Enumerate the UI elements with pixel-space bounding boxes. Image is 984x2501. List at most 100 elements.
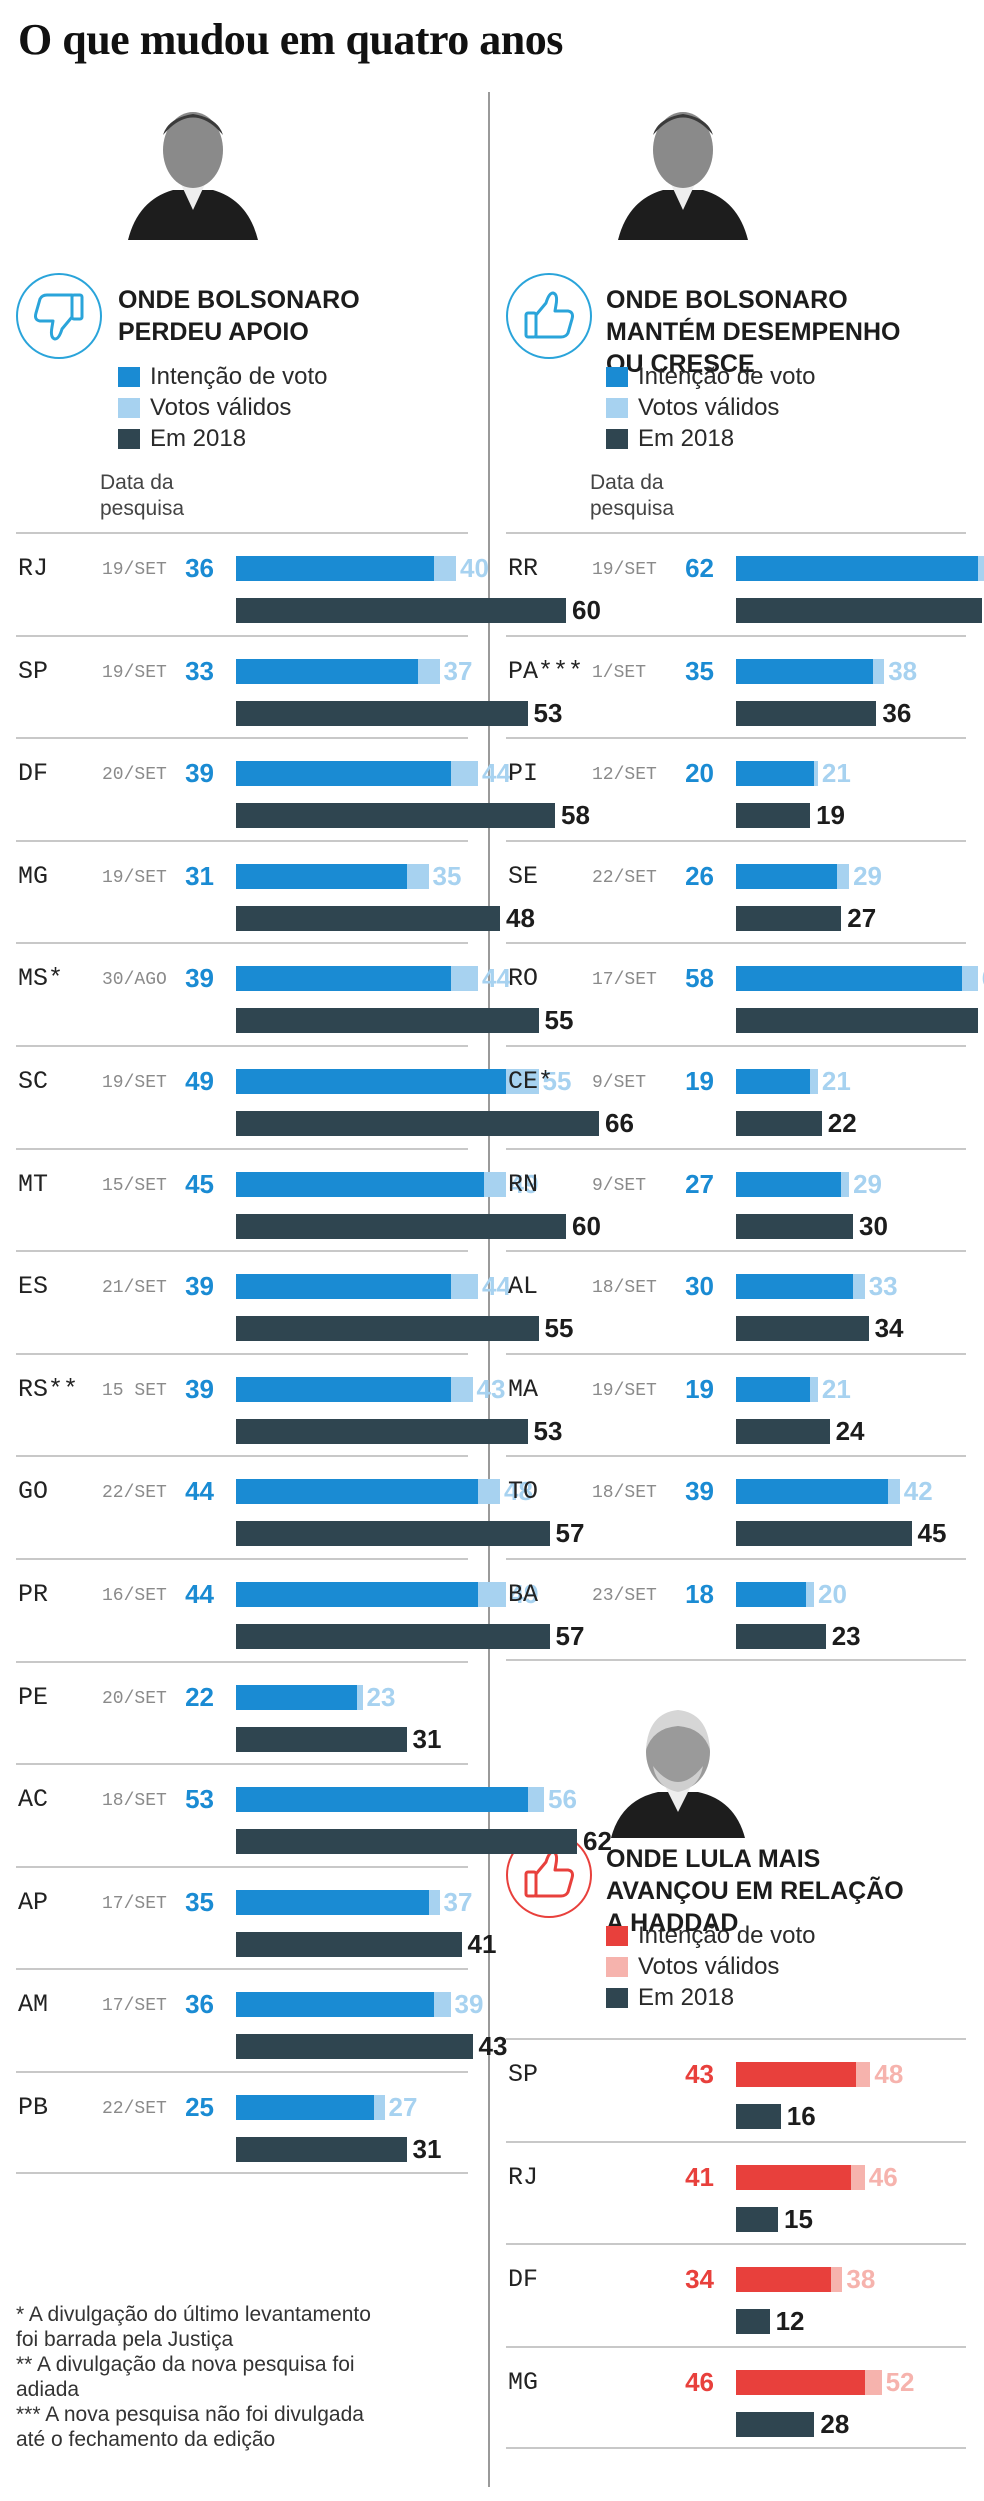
legend-swatch: [606, 428, 628, 449]
state-label: AM: [18, 1990, 49, 2020]
vote-2018-bar: [736, 1521, 912, 1547]
table-row: SE 22/SET 26 29 27: [506, 839, 966, 943]
vote-2018-bar: [236, 1624, 550, 1649]
state-label: MA: [508, 1374, 539, 1404]
vote-2018-value: 16: [786, 2101, 816, 2131]
vote-2018-value: 60: [572, 595, 601, 625]
poll-date: 21/SET: [102, 1278, 167, 1299]
state-label: CE*: [508, 1067, 554, 1096]
poll-date: 18/SET: [102, 1791, 167, 1812]
vote-2018-value: 60: [572, 1210, 601, 1241]
intention-value: 49: [185, 1066, 214, 1096]
intention-value: 22: [185, 1681, 214, 1712]
intention-value: 44: [185, 1476, 214, 1507]
date-header-line: pesquisa: [100, 497, 185, 520]
legend: Intenção de voto Votos válidos Em 2018: [606, 361, 815, 454]
poll-date: 18/SET: [592, 1278, 657, 1299]
intention-bar: [236, 1274, 451, 1300]
vote-2018-bar: [736, 1316, 869, 1342]
table-row: PI 12/SET 20 21 19: [506, 737, 966, 840]
thumbs-up-icon: [506, 273, 592, 359]
intention-bar: [236, 1479, 478, 1505]
valid-votes-value: 21: [821, 1373, 851, 1404]
vote-2018-value: 22: [827, 1108, 857, 1138]
date-header-line: Data da: [100, 471, 174, 494]
vote-2018-bar: [736, 2411, 815, 2437]
footnote-line: foi barrada pela Justiça: [16, 2328, 234, 2351]
intention-bar: [736, 1479, 889, 1505]
vote-2018-value: 12: [775, 2306, 805, 2337]
legend-item-intencao: Intenção de voto: [118, 361, 327, 392]
intention-bar: [236, 966, 451, 992]
poll-date: 30/AGO: [102, 970, 167, 991]
state-label: BA: [508, 1580, 539, 1609]
vote-2018-bar: [236, 1931, 462, 1957]
section-title-line: MANTÉM DESEMPENHO: [606, 318, 901, 346]
legend-label: Votos válidos: [150, 394, 292, 421]
state-label: PI: [508, 759, 539, 789]
state-label: ES: [18, 1272, 49, 1302]
table-row: SP 43 48 16: [506, 2038, 966, 2141]
valid-votes-value: 49: [509, 1579, 539, 1609]
intention-bar: [236, 761, 451, 787]
poll-date: 15 SET: [102, 1380, 167, 1401]
table-row: RJ 19/SET 36 40 60: [16, 532, 601, 635]
vote-2018-bar: [236, 1008, 539, 1034]
vote-2018-bar: [236, 2137, 407, 2162]
section-title-line: OU CRESCE: [606, 350, 755, 378]
legend-item-validos: Votos válidos: [606, 1951, 815, 1982]
state-label: AL: [508, 1272, 539, 1302]
poll-date: 17/SET: [592, 970, 657, 991]
vote-2018-value: 30: [859, 1210, 888, 1241]
valid-votes-value: 37: [443, 655, 473, 686]
valid-votes-value: 44: [482, 1271, 511, 1302]
vote-2018-bar: [236, 1829, 577, 1855]
poll-date: 16/SET: [102, 1586, 167, 1606]
poll-date: 9/SET: [592, 1175, 647, 1196]
poll-date: 9/SET: [592, 1073, 647, 1093]
legend-swatch: [118, 366, 140, 387]
lula-portrait: [603, 1688, 753, 1838]
intention-bar: [236, 1069, 506, 1094]
footnotes: * A divulgação do último levantamento fo…: [16, 2302, 446, 2452]
vote-2018-value: 31: [412, 1723, 442, 1754]
state-label: RJ: [508, 2162, 539, 2192]
section-title-line: ONDE BOLSONARO: [118, 286, 360, 314]
valid-votes-value: 42: [903, 1476, 933, 1507]
vote-2018-value: 28: [820, 2408, 850, 2439]
vote-2018-bar: [736, 2309, 770, 2335]
valid-votes-value: 29: [853, 860, 883, 891]
vote-2018-value: 62: [583, 1826, 612, 1857]
legend: Intenção de voto Votos válidos Em 2018: [606, 1920, 815, 2013]
intention-value: 35: [685, 655, 714, 686]
intention-bar: [236, 658, 418, 684]
table-row: MS* 30/AGO 39 44 55: [16, 942, 573, 1045]
legend-swatch: [606, 1956, 628, 1977]
state-label: DF: [508, 2265, 539, 2295]
poll-date: 15/SET: [102, 1175, 167, 1196]
vote-2018-value: 43: [478, 2031, 508, 2062]
table-row: GO 22/SET 44 48 57: [16, 1455, 584, 1558]
intention-bar: [736, 1069, 811, 1094]
table-row: DF 34 38 12: [506, 2243, 966, 2346]
date-header-line: pesquisa: [590, 497, 675, 520]
section-title: ONDE BOLSONARO MANTÉM DESEMPENHO OU CRESCE: [606, 284, 900, 380]
page-title: O que mudou em quatro anos: [18, 15, 563, 64]
vote-2018-value: 66: [605, 1108, 634, 1138]
legend-item-validos: Votos válidos: [606, 392, 815, 423]
vote-2018-bar: [736, 598, 982, 623]
intention-value: 39: [685, 1476, 714, 1507]
valid-votes-value: 38: [888, 655, 918, 686]
valid-votes-value: 33: [868, 1271, 898, 1302]
intention-bar: [736, 2164, 851, 2190]
table-row: RS** 15 SET 39 43 53: [16, 1352, 562, 1456]
vote-2018-bar: [736, 905, 842, 931]
intention-bar: [236, 2095, 374, 2120]
table-row: MA 19/SET 19 21 24: [506, 1352, 966, 1456]
intention-bar: [736, 2369, 865, 2395]
valid-votes-value: 23: [366, 1681, 396, 1712]
poll-date: 19/SET: [102, 867, 167, 888]
vote-2018-bar: [236, 1111, 599, 1136]
intention-value: 27: [685, 1168, 714, 1199]
